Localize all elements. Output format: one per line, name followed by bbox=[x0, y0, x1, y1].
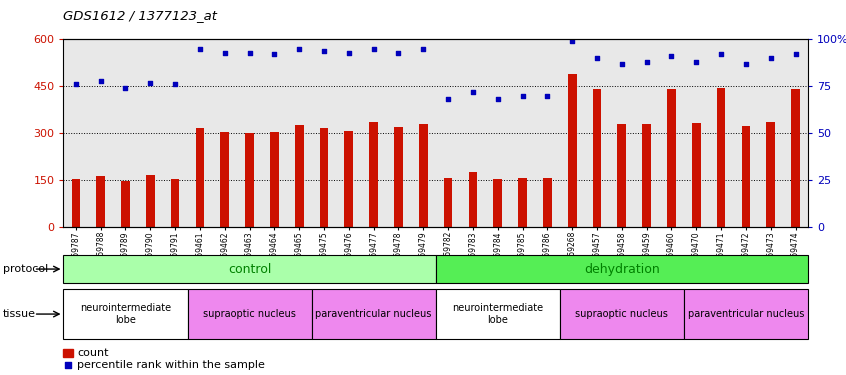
Point bbox=[267, 51, 281, 57]
Bar bbox=[171, 179, 179, 227]
Point bbox=[714, 51, 728, 57]
Bar bbox=[791, 89, 799, 227]
Bar bbox=[742, 126, 750, 227]
Bar bbox=[270, 132, 278, 227]
Point bbox=[442, 96, 455, 102]
Bar bbox=[295, 125, 304, 227]
Text: tissue: tissue bbox=[3, 309, 36, 319]
Point bbox=[193, 46, 206, 52]
Bar bbox=[146, 176, 155, 227]
Bar bbox=[195, 128, 204, 227]
Bar bbox=[245, 132, 254, 227]
Point bbox=[243, 50, 256, 55]
Text: paraventricular nucleus: paraventricular nucleus bbox=[688, 309, 804, 319]
Point bbox=[541, 93, 554, 99]
Bar bbox=[63, 255, 436, 283]
Bar bbox=[419, 124, 427, 227]
Text: protocol: protocol bbox=[3, 264, 47, 274]
Point bbox=[640, 59, 653, 65]
Text: dehydration: dehydration bbox=[584, 262, 660, 276]
Point bbox=[218, 50, 232, 55]
Bar bbox=[568, 74, 576, 227]
Bar bbox=[543, 177, 552, 227]
Point bbox=[615, 61, 629, 67]
Point bbox=[689, 59, 703, 65]
Bar bbox=[436, 255, 808, 283]
Text: percentile rank within the sample: percentile rank within the sample bbox=[77, 360, 265, 370]
Point bbox=[367, 46, 381, 52]
Point bbox=[565, 38, 579, 44]
Bar bbox=[469, 172, 477, 227]
Bar bbox=[121, 181, 129, 227]
Bar bbox=[320, 128, 328, 227]
Bar bbox=[96, 176, 105, 227]
Bar bbox=[221, 132, 229, 227]
Bar bbox=[593, 89, 602, 227]
Text: count: count bbox=[77, 348, 108, 358]
Point bbox=[392, 50, 405, 55]
Point bbox=[61, 363, 74, 369]
Point bbox=[416, 46, 430, 52]
Bar bbox=[394, 127, 403, 227]
Bar bbox=[692, 123, 700, 227]
Bar bbox=[63, 349, 73, 357]
Point bbox=[168, 81, 182, 87]
Bar bbox=[667, 89, 676, 227]
Text: paraventricular nucleus: paraventricular nucleus bbox=[316, 309, 431, 319]
Point bbox=[516, 93, 530, 99]
Point bbox=[144, 80, 157, 86]
Bar bbox=[684, 289, 808, 339]
Text: control: control bbox=[228, 262, 272, 276]
Bar bbox=[560, 289, 684, 339]
Bar bbox=[717, 88, 725, 227]
Bar bbox=[444, 178, 453, 227]
Bar bbox=[63, 289, 188, 339]
Bar bbox=[72, 179, 80, 227]
Bar bbox=[766, 122, 775, 227]
Bar bbox=[311, 289, 436, 339]
Point bbox=[293, 46, 306, 52]
Bar bbox=[188, 289, 311, 339]
Bar bbox=[436, 289, 560, 339]
Point bbox=[118, 85, 132, 91]
Bar bbox=[493, 179, 502, 227]
Point bbox=[591, 55, 604, 61]
Point bbox=[491, 96, 504, 102]
Point bbox=[665, 53, 678, 59]
Text: neurointermediate
lobe: neurointermediate lobe bbox=[452, 303, 543, 325]
Bar bbox=[618, 124, 626, 227]
Point bbox=[69, 81, 83, 87]
Text: neurointermediate
lobe: neurointermediate lobe bbox=[80, 303, 171, 325]
Point bbox=[94, 78, 107, 84]
Point bbox=[764, 55, 777, 61]
Text: GDS1612 / 1377123_at: GDS1612 / 1377123_at bbox=[63, 9, 217, 22]
Point bbox=[317, 48, 331, 54]
Point bbox=[342, 50, 355, 55]
Point bbox=[466, 89, 480, 95]
Point bbox=[788, 51, 802, 57]
Point bbox=[739, 61, 753, 67]
Bar bbox=[344, 130, 353, 227]
Text: supraoptic nucleus: supraoptic nucleus bbox=[575, 309, 668, 319]
Bar bbox=[519, 177, 527, 227]
Text: supraoptic nucleus: supraoptic nucleus bbox=[203, 309, 296, 319]
Bar bbox=[642, 124, 651, 227]
Bar bbox=[370, 122, 378, 227]
